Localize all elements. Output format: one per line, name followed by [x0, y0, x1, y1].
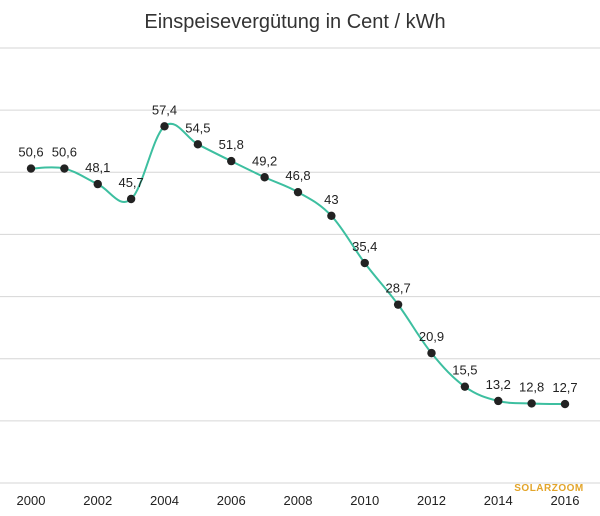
- data-label: 50,6: [18, 145, 43, 160]
- x-tick-label: 2008: [284, 493, 313, 508]
- data-label: 43: [324, 192, 338, 207]
- x-tick-label: 2014: [484, 493, 513, 508]
- data-label: 28,7: [385, 281, 410, 296]
- data-point: [360, 258, 369, 268]
- data-label: 57,4: [152, 102, 177, 117]
- data-label: 51,8: [219, 137, 244, 152]
- data-label: 46,8: [285, 168, 310, 183]
- data-label: 35,4: [352, 239, 377, 254]
- x-tick-label: 2012: [417, 493, 446, 508]
- x-axis-ticks: 2000 2002 2004 2006 2008 2010 2012 2014 2016: [17, 493, 580, 508]
- data-point: [193, 140, 203, 149]
- data-point: [560, 399, 570, 409]
- data-label: 20,9: [419, 329, 444, 344]
- data-point: [527, 399, 536, 408]
- data-label: 50,6: [52, 145, 77, 160]
- chart-title: Einspeisevergütung in Cent / kWh: [144, 11, 445, 33]
- data-point: [327, 211, 336, 220]
- data-point: [60, 164, 69, 173]
- data-label: 49,2: [252, 153, 277, 168]
- grid-lines: [0, 47, 600, 484]
- data-label: 15,5: [452, 363, 477, 378]
- data-labels: 50,6 50,6 48,1 45,7 57,4 54,5 51,8 49,2 46,8 43 35…: [18, 102, 577, 395]
- x-tick-label: 2000: [17, 493, 46, 508]
- data-point: [260, 173, 269, 182]
- data-label: 12,8: [519, 379, 544, 394]
- data-point: [126, 194, 136, 204]
- data-label: 12,7: [552, 380, 577, 395]
- data-point: [427, 348, 436, 358]
- series-line: [30, 122, 566, 406]
- data-point: [93, 179, 102, 189]
- data-point: [460, 382, 470, 391]
- data-points: [26, 122, 570, 409]
- x-tick-label: 2016: [551, 493, 580, 508]
- data-point: [26, 164, 36, 173]
- x-tick-label: 2004: [150, 493, 179, 508]
- x-tick-label: 2010: [350, 493, 379, 508]
- x-tick-label: 2006: [217, 493, 246, 508]
- data-point: [160, 122, 169, 131]
- data-point: [293, 187, 303, 197]
- data-label: 48,1: [85, 160, 110, 175]
- data-label: 45,7: [118, 175, 143, 190]
- data-label: 54,5: [185, 120, 210, 135]
- data-point: [227, 156, 236, 166]
- data-label: 13,2: [486, 377, 511, 392]
- x-tick-label: 2002: [83, 493, 112, 508]
- watermark-logo: SOLARZOOM: [514, 483, 584, 494]
- data-point: [494, 396, 503, 406]
- data-point: [393, 300, 403, 309]
